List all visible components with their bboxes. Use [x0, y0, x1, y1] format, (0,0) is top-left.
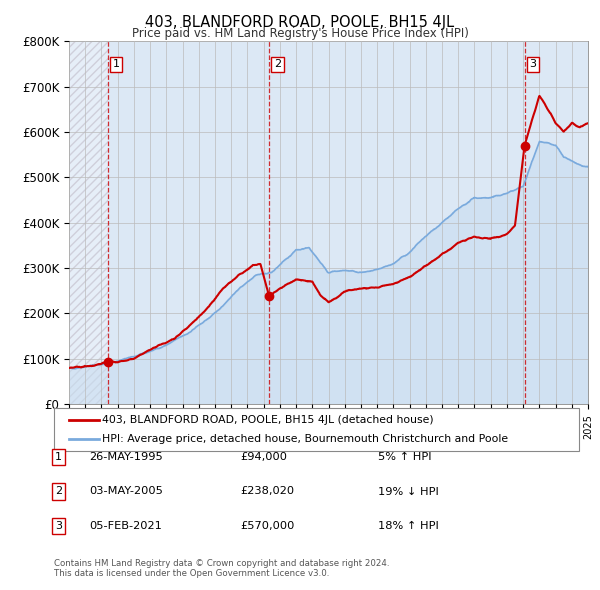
Text: 3: 3: [529, 60, 536, 70]
Text: 18% ↑ HPI: 18% ↑ HPI: [378, 521, 439, 530]
Bar: [69, 41, 107, 404]
Text: 26-MAY-1995: 26-MAY-1995: [89, 453, 163, 462]
Text: 403, BLANDFORD ROAD, POOLE, BH15 4JL: 403, BLANDFORD ROAD, POOLE, BH15 4JL: [145, 15, 455, 30]
Text: HPI: Average price, detached house, Bournemouth Christchurch and Poole: HPI: Average price, detached house, Bour…: [102, 434, 508, 444]
Text: 19% ↓ HPI: 19% ↓ HPI: [378, 487, 439, 496]
Text: This data is licensed under the Open Government Licence v3.0.: This data is licensed under the Open Gov…: [54, 569, 329, 578]
Text: £94,000: £94,000: [240, 453, 287, 462]
Text: 1: 1: [55, 453, 62, 462]
Text: 5% ↑ HPI: 5% ↑ HPI: [378, 453, 431, 462]
Text: 2: 2: [274, 60, 281, 70]
Text: £238,020: £238,020: [240, 487, 294, 496]
Text: 05-FEB-2021: 05-FEB-2021: [89, 521, 161, 530]
Text: 1: 1: [112, 60, 119, 70]
Text: £570,000: £570,000: [240, 521, 295, 530]
Text: Price paid vs. HM Land Registry's House Price Index (HPI): Price paid vs. HM Land Registry's House …: [131, 27, 469, 40]
Text: Contains HM Land Registry data © Crown copyright and database right 2024.: Contains HM Land Registry data © Crown c…: [54, 559, 389, 568]
Text: 403, BLANDFORD ROAD, POOLE, BH15 4JL (detached house): 403, BLANDFORD ROAD, POOLE, BH15 4JL (de…: [102, 415, 434, 425]
Text: 2: 2: [55, 487, 62, 496]
Text: 03-MAY-2005: 03-MAY-2005: [89, 487, 163, 496]
Bar: [69, 41, 107, 404]
Text: 3: 3: [55, 521, 62, 530]
